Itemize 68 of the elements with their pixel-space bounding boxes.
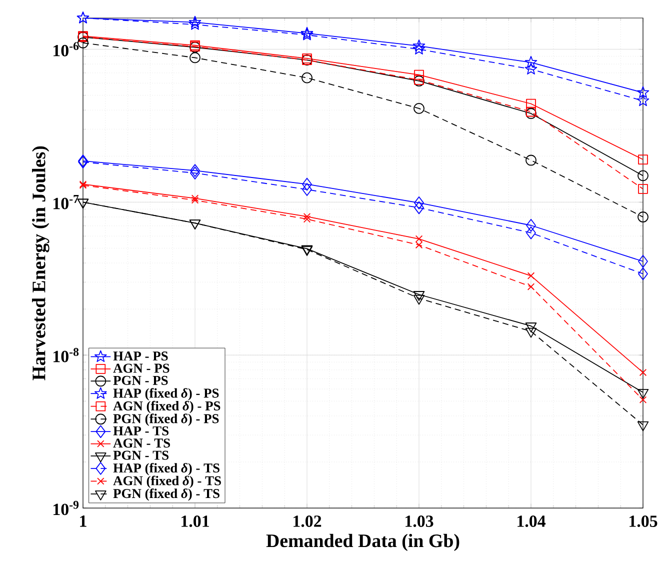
point <box>638 267 648 280</box>
point <box>412 40 426 52</box>
x-tick-label: 1 <box>80 516 86 527</box>
point <box>526 154 536 166</box>
point <box>526 226 536 240</box>
point <box>413 294 425 305</box>
point <box>414 196 424 210</box>
x-tick-label: 1.05 <box>630 516 658 528</box>
point <box>415 241 423 249</box>
point <box>527 283 535 290</box>
y-axis-title: Harvested Energy (in Joules) <box>32 146 50 380</box>
point <box>190 164 200 177</box>
point <box>191 196 199 204</box>
point <box>638 170 648 182</box>
point <box>524 56 538 68</box>
x-tick-label: 1.01 <box>182 516 209 528</box>
point <box>303 212 311 220</box>
legend-label: PGN (fixed δ) - TS <box>113 488 220 501</box>
point <box>78 37 88 48</box>
point <box>526 98 536 109</box>
point <box>190 52 200 64</box>
point <box>525 322 537 332</box>
y-tick-label: 10$^{-6}$ <box>54 42 79 56</box>
legend-label: PGN - TS <box>113 450 168 460</box>
point <box>637 421 649 432</box>
point <box>302 72 312 84</box>
x-tick-label: 1.02 <box>294 516 322 528</box>
point <box>638 212 648 222</box>
point <box>638 254 648 268</box>
legend-label: AGN - PS <box>113 364 170 373</box>
point <box>527 272 535 280</box>
x-axis-title: Demanded Data (in Gb) <box>266 534 460 552</box>
point <box>637 388 649 399</box>
point <box>188 16 202 28</box>
y-tick-label: 10$^{-7}$ <box>54 195 79 210</box>
legend-label: HAP - PS <box>113 352 168 361</box>
legend-label: HAP (fixed δ) - TS <box>113 462 220 476</box>
point <box>636 86 650 98</box>
point <box>414 201 424 214</box>
point <box>191 194 199 202</box>
point <box>526 218 536 232</box>
point <box>413 291 425 301</box>
legend-label: HAP - TS <box>113 426 168 436</box>
point <box>412 42 426 55</box>
legend-label: AGN (fixed δ) - PS <box>113 400 220 414</box>
x-tick-label: 1.04 <box>518 516 546 528</box>
y-tick-label: 10$^{-8}$ <box>54 348 79 362</box>
point <box>415 235 423 243</box>
legend-label: AGN (fixed δ) - TS <box>113 476 221 488</box>
point <box>525 328 537 338</box>
point <box>524 62 538 75</box>
point <box>638 184 648 194</box>
legend-label: HAP (fixed δ) - PS <box>113 388 219 400</box>
legend-label: PGN - PS <box>113 376 168 385</box>
point <box>302 183 312 196</box>
x-tick-label: 1.03 <box>406 516 434 528</box>
point <box>303 215 311 223</box>
point <box>414 103 424 114</box>
point <box>639 368 647 376</box>
y-tick-label: 10$^{-9}$ <box>54 500 79 516</box>
point <box>302 178 312 191</box>
legend-label: AGN - TS <box>113 438 170 448</box>
point <box>190 166 200 180</box>
point <box>414 70 424 80</box>
point <box>639 396 647 404</box>
point <box>638 154 648 164</box>
point <box>188 18 202 30</box>
legend-label: PGN (fixed δ) - PS <box>113 414 219 426</box>
